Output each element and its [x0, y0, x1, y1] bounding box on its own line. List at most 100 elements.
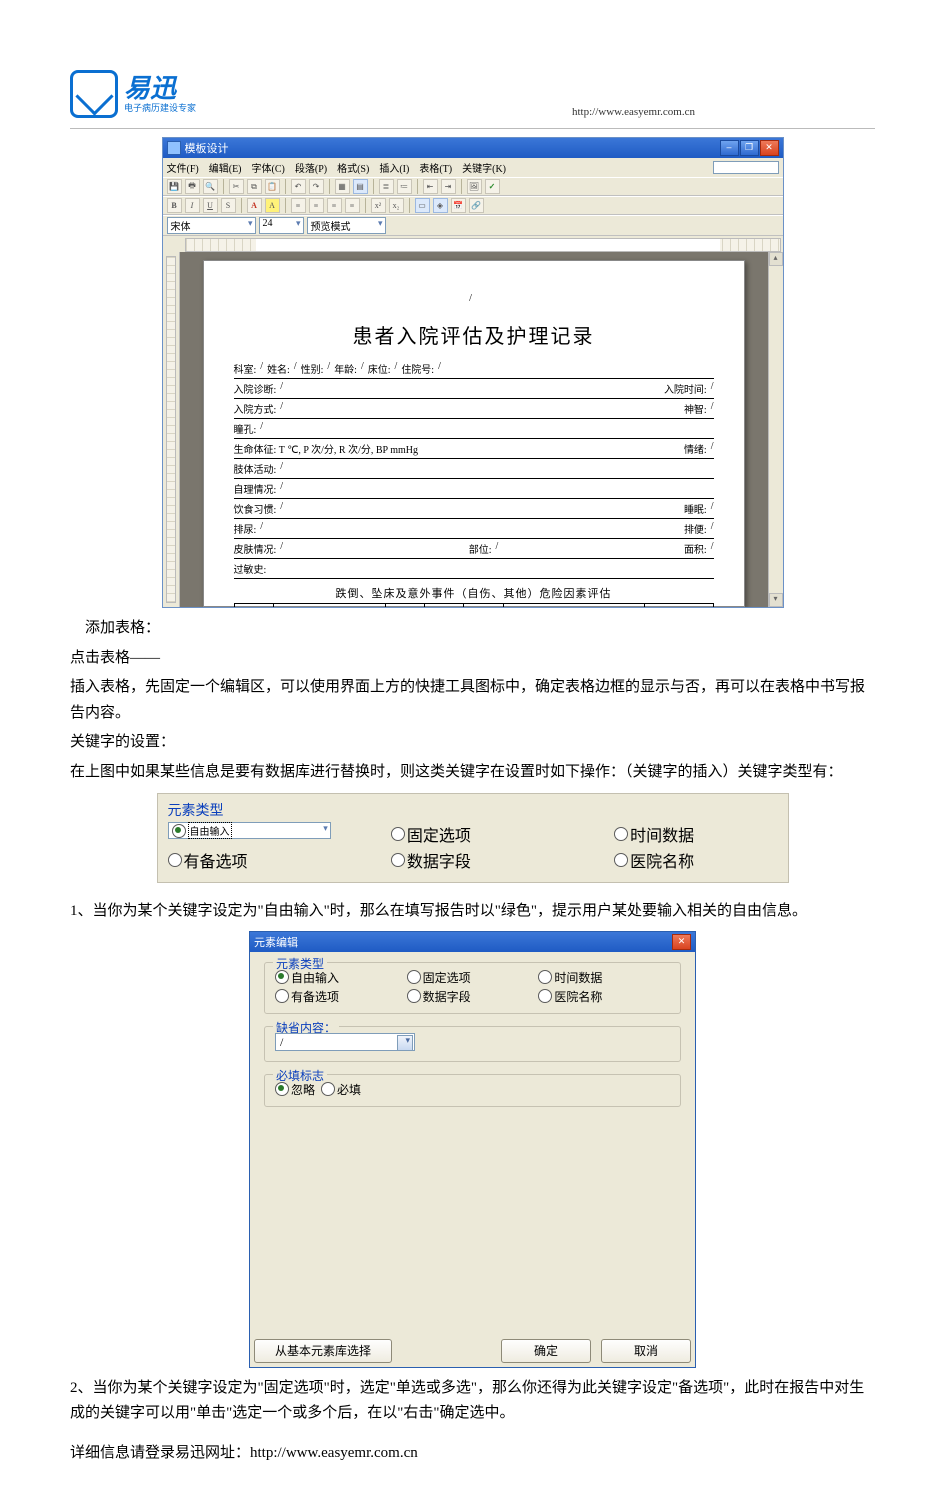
radio-option[interactable]: 固定选项 [407, 969, 539, 986]
radio-label: 固定选项 [423, 969, 471, 986]
menu-insert[interactable]: 插入(I) [379, 160, 409, 175]
placeholder-slash: / [260, 521, 263, 536]
menu-para[interactable]: 段落(P) [295, 160, 327, 175]
radio-option[interactable]: 必填 [321, 1081, 361, 1098]
menu-edit[interactable]: 编辑(E) [209, 160, 242, 175]
vertical-scrollbar[interactable] [768, 252, 783, 607]
table-icon[interactable]: ▦ [335, 179, 350, 194]
radio-option[interactable]: 时间数据 [614, 822, 777, 846]
from-base-library-button[interactable]: 从基本元素库选择 [254, 1339, 392, 1363]
radio-label: 医院名称 [630, 848, 694, 872]
placeholder-slash: / [280, 401, 283, 416]
form-label: 过敏史: [234, 561, 267, 576]
bold-icon[interactable]: B [167, 198, 182, 213]
font-size-select[interactable]: 24 [259, 217, 304, 234]
dialog-close-button[interactable]: ✕ [672, 934, 691, 950]
radio-icon [275, 989, 289, 1003]
default-content-fieldset: 缺省内容： / [264, 1026, 681, 1062]
subscript-icon[interactable]: x₂ [389, 198, 404, 213]
footer-url[interactable]: http://www.easyemr.com.cn [250, 1445, 418, 1461]
menu-table[interactable]: 表格(T) [419, 160, 452, 175]
element-editor-dialog: 元素编辑 ✕ 元素类型 自由输入固定选项时间数据有备选项数据字段医院名称 缺省内… [249, 931, 696, 1368]
view-mode-select[interactable]: 预览模式 [307, 217, 386, 234]
radio-option[interactable]: 数据字段 [391, 848, 554, 872]
italic-icon[interactable]: I [185, 198, 200, 213]
element-type-strip: 元素类型 自由输入固定选项时间数据有备选项数据字段医院名称 [157, 793, 789, 883]
para-keyword-title: 关键字的设置： [70, 730, 875, 756]
minimize-button[interactable]: – [720, 140, 739, 156]
doc-title: 患者入院评估及护理记录 [234, 320, 714, 349]
help-search-input[interactable] [713, 161, 779, 174]
form-label: 床位: [368, 361, 391, 376]
radio-option[interactable]: 时间数据 [538, 969, 670, 986]
border-icon[interactable]: ▤ [353, 179, 368, 194]
placeholder-slash: / [280, 461, 283, 476]
radio-label: 数据字段 [423, 988, 471, 1005]
numlist-icon[interactable]: ≔ [397, 179, 412, 194]
window-titlebar[interactable]: 模板设计 – ❐ ✕ [163, 138, 783, 158]
form-label: 生命体征: T ℃, P 次/分, R 次/分, BP mmHg [234, 441, 419, 456]
radio-option[interactable]: 有备选项 [168, 848, 331, 872]
redo-icon[interactable]: ↷ [309, 179, 324, 194]
highlight-icon[interactable]: A [265, 198, 280, 213]
font-color-icon[interactable]: A [247, 198, 262, 213]
underline-icon[interactable]: U [203, 198, 218, 213]
link-icon[interactable]: 🔗 [469, 198, 484, 213]
radio-option[interactable]: 有备选项 [275, 988, 407, 1005]
placeholder-slash: / [395, 361, 398, 376]
radio-option[interactable]: 固定选项 [391, 822, 554, 846]
radio-option[interactable]: 自由输入 [168, 822, 331, 839]
menu-keyword[interactable]: 关键字(K) [462, 160, 506, 175]
radio-option[interactable]: 数据字段 [407, 988, 539, 1005]
menu-font[interactable]: 字体(C) [252, 160, 285, 175]
indent-inc-icon[interactable]: ⇥ [441, 179, 456, 194]
align-justify-icon[interactable]: ≡ [345, 198, 360, 213]
undo-icon[interactable]: ↶ [291, 179, 306, 194]
image-icon[interactable]: 🖼 [467, 179, 482, 194]
table-header-cell: 项目 [234, 604, 273, 608]
default-content-combo[interactable]: / [275, 1033, 415, 1051]
element-type-fieldset: 元素类型 自由输入固定选项时间数据有备选项数据字段医院名称 [264, 962, 681, 1014]
form-label: 自理情况: [234, 481, 277, 496]
list-icon[interactable]: ≣ [379, 179, 394, 194]
radio-label: 有备选项 [291, 988, 339, 1005]
radio-option[interactable]: 医院名称 [538, 988, 670, 1005]
table-header-cell: 总分 [464, 604, 503, 608]
align-center-icon[interactable]: ≡ [309, 198, 324, 213]
cancel-button[interactable]: 取消 [601, 1339, 691, 1363]
strike-icon[interactable]: S [221, 198, 236, 213]
field-icon[interactable]: ▭ [415, 198, 430, 213]
menu-format[interactable]: 格式(S) [337, 160, 369, 175]
placeholder-slash: / [280, 501, 283, 516]
date-icon[interactable]: 📅 [451, 198, 466, 213]
keyword-icon[interactable]: ◈ [433, 198, 448, 213]
para-add-table: 添加表格： [70, 616, 875, 642]
superscript-icon[interactable]: x² [371, 198, 386, 213]
radio-icon [407, 970, 421, 984]
maximize-button[interactable]: ❐ [740, 140, 759, 156]
radio-icon [168, 853, 182, 867]
align-right-icon[interactable]: ≡ [327, 198, 342, 213]
menu-file[interactable]: 文件(F) [167, 160, 199, 175]
print-icon[interactable]: 🖶 [185, 179, 200, 194]
cut-icon[interactable]: ✂ [229, 179, 244, 194]
close-button[interactable]: ✕ [760, 140, 779, 156]
radio-label: 自由输入 [188, 822, 232, 839]
dialog-titlebar[interactable]: 元素编辑 ✕ [250, 932, 695, 952]
paste-icon[interactable]: 📋 [265, 179, 280, 194]
check-icon[interactable]: ✓ [485, 179, 500, 194]
font-family-select[interactable]: 宋体 [167, 217, 256, 234]
radio-icon [391, 853, 405, 867]
form-row: 入院诊断:/入院时间:/ [234, 379, 714, 399]
preview-icon[interactable]: 🔍 [203, 179, 218, 194]
ok-button[interactable]: 确定 [501, 1339, 591, 1363]
save-icon[interactable]: 💾 [167, 179, 182, 194]
radio-option[interactable]: 医院名称 [614, 848, 777, 872]
align-left-icon[interactable]: ≡ [291, 198, 306, 213]
form-row: 瞳孔:/ [234, 419, 714, 439]
form-label: 年龄: [334, 361, 357, 376]
indent-dec-icon[interactable]: ⇤ [423, 179, 438, 194]
copy-icon[interactable]: ⧉ [247, 179, 262, 194]
radio-icon [407, 989, 421, 1003]
table-header-cell: 得分 [425, 604, 464, 608]
